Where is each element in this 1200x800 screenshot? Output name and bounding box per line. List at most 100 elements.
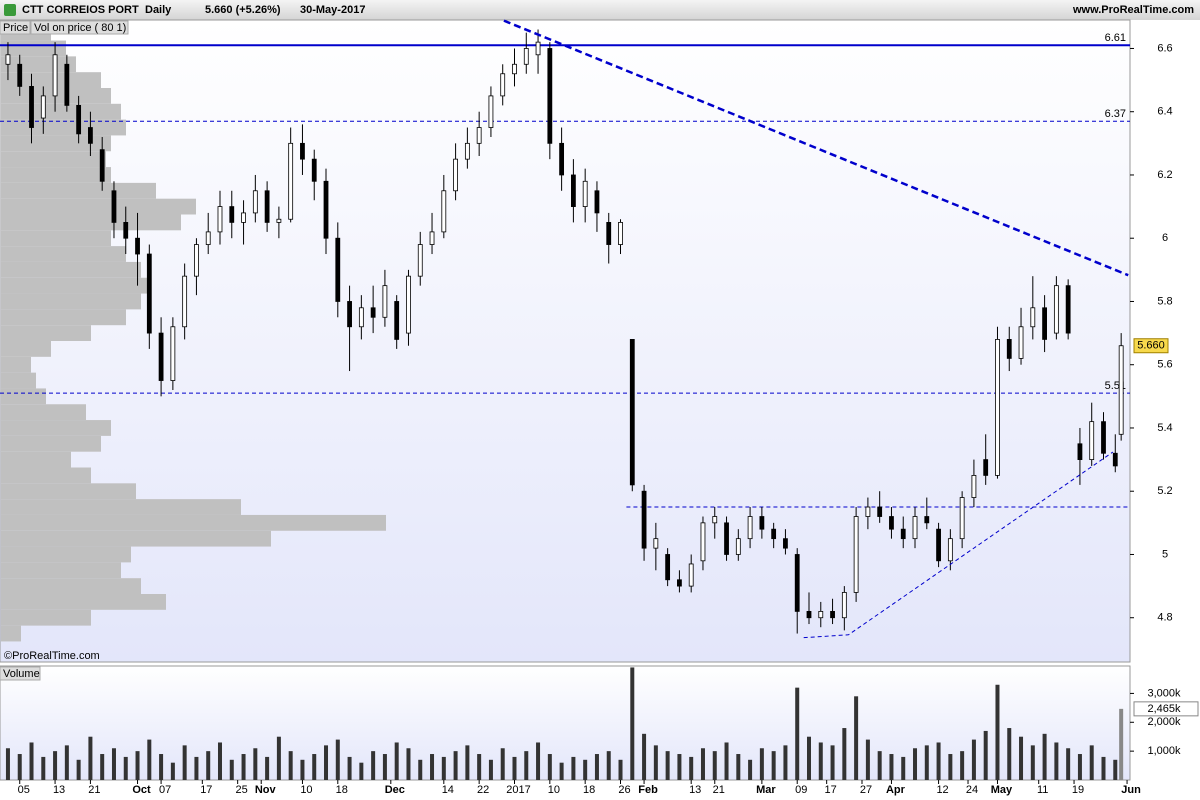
candle-body bbox=[76, 104, 82, 135]
level-label: 6.61 bbox=[1105, 32, 1126, 44]
volume-bar bbox=[1101, 756, 1106, 780]
candle-body bbox=[370, 307, 376, 318]
x-tick-label: 13 bbox=[689, 784, 701, 796]
x-tick-label: 24 bbox=[966, 784, 978, 796]
volume-last-box bbox=[1133, 701, 1199, 717]
candle-body bbox=[64, 63, 70, 106]
candle-body bbox=[700, 522, 706, 562]
volume-bar bbox=[712, 751, 717, 780]
y-tick-label: 5.2 bbox=[1157, 485, 1172, 497]
volume-bar bbox=[465, 745, 470, 780]
candle-body bbox=[936, 528, 941, 562]
candle-body bbox=[335, 237, 341, 302]
volume-bar bbox=[700, 748, 705, 780]
volume-bar bbox=[854, 696, 859, 780]
volume-bar bbox=[147, 739, 152, 780]
volume-bar bbox=[41, 756, 46, 780]
volume-bar bbox=[382, 754, 387, 780]
candle-body bbox=[111, 190, 117, 223]
volume-bar bbox=[159, 754, 164, 780]
profile-bar bbox=[1, 435, 101, 452]
trendline bbox=[803, 451, 1114, 639]
x-tick-label: 21 bbox=[88, 784, 100, 796]
candle-body bbox=[606, 222, 612, 245]
candle-body bbox=[182, 275, 188, 328]
volume-bar bbox=[488, 759, 493, 780]
profile-bar bbox=[1, 467, 91, 484]
candle-body bbox=[735, 538, 741, 555]
date: 30-May-2017 bbox=[300, 4, 365, 16]
profile-bar bbox=[1, 546, 131, 563]
volume-bar bbox=[1054, 742, 1059, 780]
volume-bar bbox=[276, 736, 281, 780]
volume-bar bbox=[29, 742, 34, 780]
candle-body bbox=[759, 516, 765, 530]
candle-body bbox=[40, 95, 46, 119]
volume-bar bbox=[759, 748, 764, 780]
x-tick-label: 13 bbox=[53, 784, 65, 796]
candle-body bbox=[264, 190, 270, 223]
candle-body bbox=[995, 339, 1000, 476]
volume-bar bbox=[960, 751, 965, 780]
candle-body bbox=[17, 63, 23, 87]
volume-bar bbox=[324, 745, 329, 780]
candle-body bbox=[241, 212, 246, 223]
volume-bar bbox=[206, 751, 211, 780]
volume-bar bbox=[53, 751, 58, 780]
profile-bar bbox=[1, 609, 91, 626]
candle-body bbox=[1101, 421, 1106, 454]
volume-bar bbox=[64, 745, 69, 780]
candle-body bbox=[217, 206, 223, 233]
candle-body bbox=[629, 339, 635, 486]
header-bar bbox=[0, 0, 1200, 20]
volume-bar bbox=[217, 742, 222, 780]
x-tick-label: 07 bbox=[159, 784, 171, 796]
profile-bar bbox=[1, 625, 21, 642]
profile-label: Vol on price ( 80 1) bbox=[34, 22, 126, 34]
volume-bar bbox=[182, 745, 187, 780]
candle-body bbox=[971, 475, 977, 498]
volume-bar bbox=[559, 762, 564, 780]
y-tick-label: 6.6 bbox=[1157, 42, 1172, 54]
volume-bar bbox=[571, 756, 576, 780]
level-label: 6.37 bbox=[1105, 108, 1126, 120]
profile-bar bbox=[1, 135, 111, 152]
volume-tag bbox=[0, 666, 41, 681]
volume-bar bbox=[689, 756, 694, 780]
candle-body bbox=[358, 307, 364, 328]
x-tick-label: 17 bbox=[200, 784, 212, 796]
volume-bar bbox=[394, 742, 399, 780]
volume-bar bbox=[430, 754, 435, 780]
candle-body bbox=[641, 490, 647, 549]
volume-last-label: 2,465k bbox=[1147, 703, 1181, 715]
candle-body bbox=[205, 231, 211, 245]
candle-body bbox=[488, 95, 494, 128]
volume-bar bbox=[818, 742, 823, 780]
volume-bar bbox=[642, 733, 647, 780]
candle-body bbox=[889, 516, 894, 530]
volume-bar bbox=[842, 728, 847, 780]
volume-bar bbox=[1066, 748, 1071, 780]
candle-body bbox=[347, 301, 352, 328]
profile-bar bbox=[1, 72, 101, 88]
volume-bar bbox=[1089, 745, 1094, 780]
candle-body bbox=[464, 142, 470, 160]
profile-bar bbox=[1, 293, 141, 310]
candle-body bbox=[311, 158, 317, 182]
candle-body bbox=[947, 538, 953, 562]
last-price-box bbox=[1133, 338, 1169, 354]
profile-bar bbox=[1, 530, 271, 547]
volume-bar bbox=[606, 751, 611, 780]
candle-body bbox=[135, 237, 140, 255]
volume-bar bbox=[913, 748, 918, 780]
candle-body bbox=[288, 142, 294, 220]
profile-bar bbox=[1, 451, 71, 468]
volume-bar bbox=[995, 684, 1000, 780]
candle-body bbox=[594, 190, 600, 214]
last-price-label: 5.660 bbox=[1137, 340, 1165, 352]
volume-tick-label: 1,000k bbox=[1147, 745, 1181, 757]
volume-bar bbox=[406, 748, 411, 780]
volume-bar bbox=[771, 751, 776, 780]
volume-bar bbox=[1019, 736, 1024, 780]
volume-tick-label: 3,000k bbox=[1147, 687, 1181, 699]
